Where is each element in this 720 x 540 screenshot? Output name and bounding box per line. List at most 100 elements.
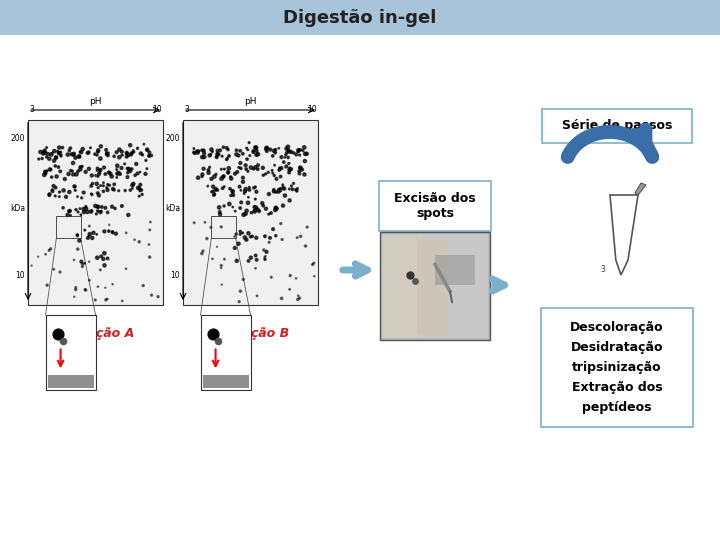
Point [197, 247, 209, 255]
Point [95, 142, 107, 151]
Point [58, 186, 69, 195]
Point [98, 255, 109, 264]
Point [73, 152, 85, 161]
Text: Excisão dos
spots: Excisão dos spots [394, 192, 476, 220]
Point [72, 192, 84, 201]
Point [285, 147, 297, 156]
Point [128, 147, 140, 156]
Point [92, 202, 104, 211]
Point [144, 226, 156, 234]
Point [276, 153, 287, 161]
Point [91, 166, 103, 175]
Point [258, 171, 269, 179]
Point [103, 168, 114, 177]
Point [276, 294, 287, 302]
Point [223, 152, 235, 160]
Point [91, 151, 103, 159]
Point [122, 211, 134, 219]
Point [230, 146, 242, 154]
Point [113, 168, 125, 177]
FancyBboxPatch shape [0, 0, 720, 35]
Point [295, 164, 307, 172]
Point [259, 253, 271, 261]
Point [79, 226, 91, 234]
Point [98, 187, 109, 195]
Point [210, 185, 222, 194]
Point [74, 147, 86, 156]
Point [250, 264, 261, 273]
Point [92, 202, 104, 211]
Point [55, 167, 66, 176]
Point [44, 191, 55, 199]
Point [240, 165, 252, 173]
Point [44, 190, 55, 199]
Point [138, 140, 150, 149]
Point [192, 173, 204, 182]
Point [82, 234, 94, 242]
Point [205, 223, 217, 232]
Point [214, 208, 225, 217]
Point [238, 275, 249, 284]
Point [241, 206, 253, 215]
Point [91, 210, 102, 218]
Point [259, 255, 271, 264]
Point [81, 204, 92, 213]
Point [144, 253, 156, 261]
Point [243, 183, 255, 192]
Point [94, 208, 106, 217]
Point [267, 152, 279, 160]
Point [92, 282, 104, 291]
Point [250, 183, 261, 191]
Point [212, 146, 223, 155]
Point [204, 151, 215, 160]
Point [127, 184, 138, 193]
Point [121, 152, 132, 161]
Point [277, 183, 289, 192]
Point [86, 191, 98, 199]
FancyBboxPatch shape [183, 120, 318, 305]
Point [218, 182, 230, 191]
Point [252, 161, 264, 170]
Text: Série de passos: Série de passos [562, 119, 672, 132]
Point [94, 166, 106, 174]
Point [127, 181, 138, 190]
Point [270, 188, 282, 197]
Point [249, 207, 261, 216]
Text: pH: pH [89, 97, 102, 106]
Point [300, 242, 311, 251]
Point [63, 170, 74, 178]
Point [229, 244, 240, 252]
Point [141, 145, 153, 154]
Point [26, 261, 37, 270]
Point [188, 148, 199, 157]
Point [93, 170, 104, 178]
Point [114, 145, 125, 154]
Point [237, 173, 248, 182]
Point [66, 150, 77, 159]
Point [127, 179, 139, 188]
Point [99, 227, 110, 236]
Point [116, 201, 127, 210]
Point [55, 151, 67, 159]
Point [218, 172, 230, 180]
Point [53, 163, 64, 171]
Point [90, 171, 102, 180]
Point [37, 149, 49, 158]
Point [81, 207, 93, 216]
Text: Descoloração
Desidratação
tripsinização
Extração dos
peptídeos: Descoloração Desidratação tripsinização … [570, 321, 664, 414]
Point [246, 232, 258, 241]
Point [209, 172, 220, 181]
Point [99, 249, 110, 258]
Point [263, 190, 274, 198]
Point [133, 184, 145, 192]
Point [50, 153, 62, 162]
Point [88, 228, 99, 237]
Point [40, 148, 51, 157]
Point [291, 187, 302, 195]
Point [117, 296, 128, 305]
Point [120, 265, 132, 273]
Point [53, 143, 65, 152]
Point [248, 203, 260, 212]
Point [221, 144, 233, 152]
Point [80, 286, 91, 294]
